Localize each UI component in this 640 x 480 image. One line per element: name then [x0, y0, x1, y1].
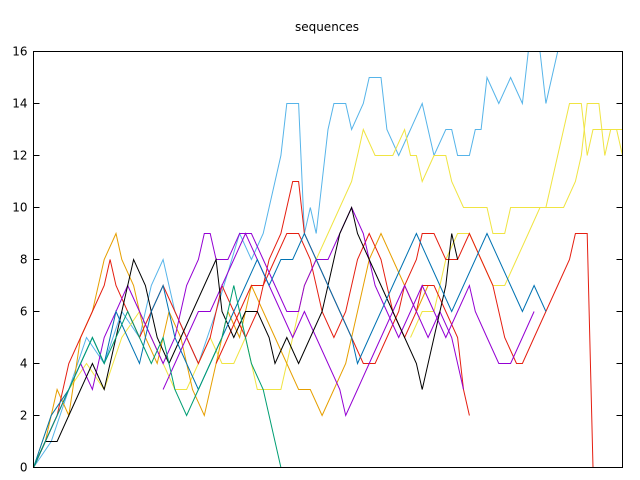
y-tick-label: 2	[20, 409, 28, 423]
series-line-1	[33, 51, 576, 468]
series-line-7	[33, 206, 535, 468]
y-tick-label: 6	[20, 305, 28, 319]
series-line-11	[33, 285, 282, 468]
series-line-6	[215, 232, 470, 416]
series-line-9	[33, 205, 459, 468]
y-tick-label: 14	[12, 97, 27, 111]
plot-series-group	[33, 51, 623, 468]
y-tick-label: 10	[12, 201, 27, 215]
y-tick-label: 0	[20, 461, 28, 475]
y-tick-label: 16	[12, 45, 27, 59]
y-tick-label: 8	[20, 253, 28, 267]
y-axis: 0 2 4 6 8 10 12 14 16	[12, 45, 623, 475]
y-tick-label: 12	[12, 149, 27, 163]
series-line-4	[33, 231, 429, 468]
series-line-8	[162, 232, 464, 418]
chart-title: sequences	[295, 20, 359, 34]
series-line-2	[33, 103, 623, 468]
series-line-10	[33, 232, 547, 468]
y-tick-label: 4	[20, 357, 28, 371]
